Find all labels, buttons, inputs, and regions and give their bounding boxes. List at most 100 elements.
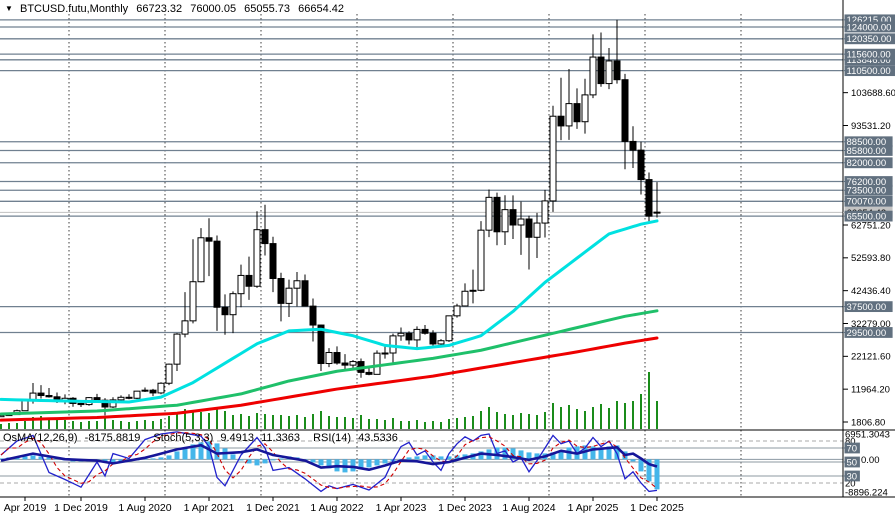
- price-axis-label: 85800.00: [847, 146, 887, 157]
- symbol-dropdown-icon[interactable]: ▼: [5, 4, 13, 13]
- candle-body: [557, 115, 565, 127]
- candle-body: [549, 115, 557, 202]
- osma-bar: [638, 459, 644, 472]
- candle-body: [301, 280, 309, 307]
- osma-bar: [326, 459, 332, 469]
- ohlc-open: 66723.32: [136, 3, 183, 15]
- candle-body: [421, 328, 429, 334]
- candle-body: [493, 196, 501, 233]
- osma-bar: [654, 459, 660, 490]
- price-axis-label: 50: [847, 457, 858, 468]
- time-axis-label: 1 Dec 2025: [630, 502, 684, 514]
- osma-bar: [38, 456, 44, 460]
- time-axis-label: 1 Aug 2020: [118, 502, 171, 514]
- candle-body: [533, 222, 541, 238]
- price-axis-label: 103688.60: [851, 88, 895, 99]
- price-axis-label: 110500.00: [847, 66, 891, 77]
- price-axis-label: 11964.20: [851, 385, 890, 396]
- price-axis-label-box: [844, 327, 893, 338]
- osma-bar: [174, 451, 180, 460]
- price-axis-label: 52593.80: [851, 253, 891, 264]
- price-axis-label: 1806.80: [851, 417, 885, 428]
- price-axis-label: 124000.00: [847, 22, 892, 33]
- candle-body: [197, 237, 205, 283]
- osma-bar: [550, 452, 556, 460]
- price-axis-label-box: [844, 184, 893, 196]
- osma-bar: [454, 455, 460, 460]
- candle-body: [149, 389, 157, 394]
- price-axis-label: 115600.00: [847, 50, 891, 61]
- candle-body: [317, 324, 325, 365]
- candle-body: [325, 352, 333, 365]
- price-axis-label: 73500.00: [847, 186, 887, 197]
- ohlc-close: 66654.42: [298, 3, 344, 15]
- price-axis-label-box: [844, 65, 895, 77]
- candle-body: [501, 209, 509, 233]
- chart-title: ▼ BTCUSD.futu,Monthly 66723.32 76000.05 …: [5, 3, 344, 15]
- osma-bar: [182, 447, 188, 460]
- ma-slow-red-line: [0, 336, 659, 422]
- time-axis-label: 1 Apr 2023: [376, 502, 427, 514]
- candle-body: [341, 362, 349, 366]
- candle-body: [629, 140, 637, 151]
- candle-body: [645, 179, 653, 217]
- osma-bar: [166, 455, 172, 460]
- rsi-line: [0, 443, 658, 471]
- time-axis-label: 1 Dec 2023: [438, 502, 492, 514]
- osma-bar: [350, 459, 356, 472]
- ohlc-high: 76000.05: [190, 3, 237, 15]
- price-axis-label: 76200.00: [847, 177, 887, 188]
- osma-bar: [558, 450, 564, 460]
- osma-bar: [478, 451, 484, 460]
- candle-body: [541, 200, 549, 224]
- candle-body: [133, 390, 141, 399]
- osma-bar: [598, 447, 604, 460]
- price-axis-label-box: [844, 48, 895, 60]
- candle-body: [109, 399, 117, 408]
- candle-body: [461, 290, 469, 307]
- stoch-signal-value: 11.3363: [261, 432, 301, 444]
- candle-body: [525, 218, 533, 238]
- rsi-label: RSI(14): [313, 432, 352, 444]
- price-axis-label: 88500.00: [847, 137, 887, 148]
- candle-body: [605, 60, 613, 85]
- candle-body: [37, 392, 45, 397]
- candle-body: [205, 237, 213, 242]
- candle-body: [285, 287, 293, 304]
- candle-body: [333, 352, 341, 364]
- osma-bar: [310, 459, 316, 463]
- stochastic-main-line: [0, 431, 658, 493]
- candle-body: [93, 397, 101, 401]
- osma-bar: [606, 446, 612, 460]
- price-axis-label-box: [844, 456, 860, 468]
- stoch-label: Stoch(5,3,3): [153, 432, 214, 444]
- candle-body: [397, 332, 405, 337]
- time-axis-label: 1 Dec 2021: [246, 502, 300, 514]
- price-axis-label-box: [844, 176, 893, 187]
- candle-body: [269, 243, 277, 279]
- osma-bar: [198, 442, 204, 460]
- osma-value: -8175.8819: [84, 432, 141, 444]
- osma-bar: [502, 447, 508, 460]
- price-axis-label: 126215.00: [847, 15, 892, 26]
- candle-body: [229, 293, 237, 316]
- price-axis-label: -8896.224: [845, 487, 888, 498]
- indicator-panel[interactable]: [0, 431, 843, 493]
- osma-bar: [430, 455, 436, 460]
- price-axis-label-box: [844, 33, 895, 45]
- price-axis-label: 93531.20: [851, 121, 891, 132]
- candle-body: [485, 196, 493, 231]
- osma-bar: [318, 459, 324, 466]
- candle-body: [237, 274, 245, 295]
- candle-body: [21, 399, 29, 412]
- main-plot-area[interactable]: [0, 19, 661, 429]
- indicator-header: OsMA(12,26,9) -8175.8819 Stoch(5,3,3) 9.…: [3, 432, 402, 444]
- price-axis-label: 20: [845, 478, 856, 489]
- osma-bar: [366, 459, 372, 468]
- candle-body: [261, 229, 269, 245]
- osma-bar: [590, 446, 596, 460]
- price-axis-label: 42436.40: [851, 286, 891, 297]
- price-axis-label-box: [844, 195, 893, 207]
